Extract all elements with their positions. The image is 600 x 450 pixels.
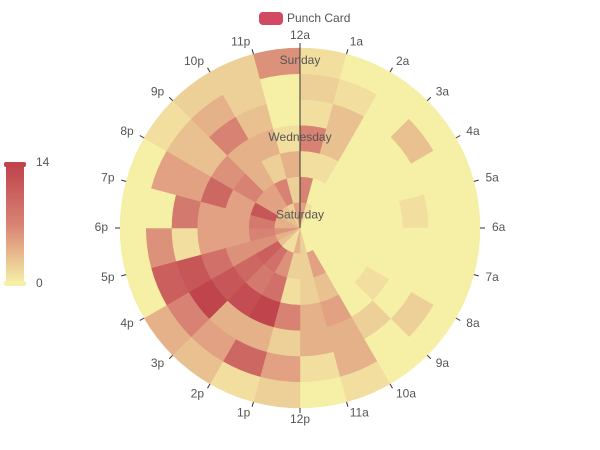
angle-label: 8p [120,124,134,138]
visual-map-max: 14 [36,155,50,169]
angle-label: 1p [237,406,251,420]
angle-label: 10a [396,386,416,400]
angle-tick [455,135,461,139]
angle-label: 5p [101,270,115,284]
angle-label: 6p [95,220,109,234]
angle-tick [251,401,254,407]
angle-tick [473,274,479,277]
heat-cell [299,73,341,105]
angle-tick [168,354,174,360]
heat-cell [259,351,301,383]
angle-label: 11p [231,35,250,49]
angle-tick [389,67,393,73]
heat-cell [145,227,177,269]
angle-label: 9a [436,356,450,370]
angle-label: 3p [151,356,165,370]
heat-cell [145,187,177,229]
radius-label: Wednesday [268,130,331,144]
angle-tick [121,274,127,277]
angle-label: 10p [184,54,204,68]
angle-tick [139,135,145,139]
visual-map-bar [6,165,24,283]
legend-swatch[interactable] [259,12,283,25]
heat-cell [423,227,455,269]
angle-tick [121,179,127,182]
radius-label: Sunday [280,53,321,67]
angle-tick [473,179,479,182]
angle-tick [139,317,145,321]
radius-label: Saturday [276,207,324,221]
angle-label: 6a [492,220,506,234]
angle-tick [251,49,254,55]
angle-label: 5a [485,170,499,184]
visual-map-min: 0 [36,276,43,290]
angle-label: 7p [101,170,115,184]
angle-label: 4p [120,316,134,330]
angle-tick [168,96,174,102]
angle-label: 3a [436,84,450,98]
heat-cell [299,351,341,383]
angle-tick [426,354,432,360]
angle-tick [389,383,393,389]
angle-label: 4a [466,124,480,138]
angle-label: 9p [151,84,165,98]
heat-cell [259,73,301,105]
visual-map-handle [4,162,26,167]
angle-tick [346,401,349,407]
visual-map-handle [4,281,26,286]
legend-label[interactable]: Punch Card [287,11,350,25]
angle-label: 2a [396,54,410,68]
angle-tick [426,96,432,102]
angle-label: 2p [191,386,205,400]
angle-label: 11a [350,406,369,420]
angle-tick [346,49,349,55]
angle-label: 1a [350,35,364,49]
angle-label: 12p [290,412,310,426]
angle-label: 12a [290,28,310,42]
angle-label: 8a [466,316,480,330]
angle-tick [455,317,461,321]
angle-tick [207,383,211,389]
angle-label: 7a [485,270,499,284]
heat-cell [423,187,455,229]
angle-tick [207,67,211,73]
